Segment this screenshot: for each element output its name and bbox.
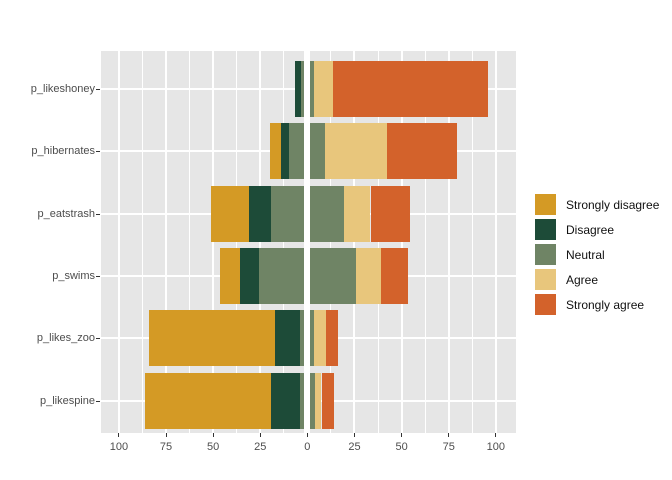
bar-segment-strongly-agree xyxy=(387,123,458,180)
legend-item: Neutral xyxy=(535,244,659,265)
x-axis-tick xyxy=(401,433,403,437)
zero-divider xyxy=(304,51,311,433)
x-axis-tick xyxy=(165,433,167,437)
major-gridline xyxy=(353,51,356,433)
legend-item-label: Neutral xyxy=(566,247,605,262)
x-axis-tick xyxy=(306,433,308,437)
legend-item-label: Agree xyxy=(566,272,599,287)
legend-key-swatch xyxy=(535,294,556,315)
minor-gridline xyxy=(424,51,426,433)
legend-item: Strongly disagree xyxy=(535,194,659,215)
y-axis-tick xyxy=(96,89,100,90)
y-axis-tick xyxy=(96,275,100,277)
bar-segment-strongly-disagree xyxy=(219,247,240,304)
x-axis-tick xyxy=(448,433,450,437)
y-axis-category-label: p_hibernates xyxy=(31,145,95,158)
y-axis-category-label: p_likeshoney xyxy=(30,83,95,95)
major-gridline xyxy=(117,51,120,433)
x-axis-tick xyxy=(118,433,120,437)
x-axis-tick-label: 75 xyxy=(442,441,455,453)
y-axis-category-label: p_swims xyxy=(52,269,95,282)
bar-segment-agree xyxy=(313,61,334,117)
bar-segment-strongly-disagree xyxy=(211,185,250,242)
legend-key-swatch xyxy=(535,219,556,240)
legend-item: Agree xyxy=(535,269,659,290)
legend-item-label: Strongly agree xyxy=(566,297,645,312)
bar-segment-agree xyxy=(325,123,388,180)
bar-segment-strongly-disagree xyxy=(144,372,272,429)
bar-segment-disagree xyxy=(239,247,259,304)
x-axis-tick xyxy=(212,433,214,437)
bar-segment-agree xyxy=(355,247,381,304)
y-axis-category-label: p_eatstrash xyxy=(37,207,95,220)
legend-item: Disagree xyxy=(535,219,659,240)
bar-segment-strongly-agree xyxy=(333,61,488,117)
major-gridline xyxy=(259,51,262,433)
x-axis-tick-label: 0 xyxy=(304,441,311,453)
major-gridline xyxy=(212,51,215,433)
y-axis-category-label: p_likes_zoo xyxy=(36,332,95,345)
minor-gridline xyxy=(141,51,143,433)
bar-segment-strongly-agree xyxy=(325,310,338,367)
x-axis-tick-label: 25 xyxy=(348,441,361,453)
minor-gridline xyxy=(330,51,332,433)
legend-item: Strongly agree xyxy=(535,294,659,315)
x-axis-tick-label: 50 xyxy=(207,441,220,453)
major-gridline xyxy=(400,51,403,433)
minor-gridline xyxy=(377,51,379,433)
legend-key-swatch xyxy=(535,244,556,265)
y-axis-category-label: p_likespine xyxy=(39,394,95,407)
legend-key-swatch xyxy=(535,194,556,215)
legend: Strongly disagree Disagree Neutral Agree Str… xyxy=(535,194,659,319)
bar-segment-strongly-disagree xyxy=(149,310,276,367)
x-axis-tick-label: 25 xyxy=(254,441,267,453)
bar-segment-strongly-disagree xyxy=(269,123,282,180)
x-axis-tick-label: 75 xyxy=(159,441,173,453)
minor-gridline xyxy=(471,51,473,433)
bar-segment-strongly-agree xyxy=(321,372,334,429)
bar-segment-agree xyxy=(343,185,371,242)
x-axis-tick-label: 50 xyxy=(395,441,408,453)
bar-segment-agree xyxy=(314,310,326,367)
minor-gridline xyxy=(283,51,285,433)
bar-segment-agree xyxy=(314,372,322,429)
y-axis-tick xyxy=(96,151,100,153)
x-axis-tick xyxy=(353,433,355,437)
y-axis-tick xyxy=(96,400,100,402)
x-axis-tick xyxy=(259,433,261,437)
minor-gridline xyxy=(189,51,191,433)
bar-segment-disagree xyxy=(275,310,301,367)
x-axis-tick-label: 100 xyxy=(109,441,129,453)
major-gridline xyxy=(447,51,450,433)
bar-segment-disagree xyxy=(271,372,301,429)
y-axis-tick xyxy=(96,213,100,215)
bar-segment-disagree xyxy=(249,185,271,242)
bar-segment-strongly-agree xyxy=(380,247,409,304)
legend-item-label: Strongly disagree xyxy=(566,197,660,212)
major-gridline xyxy=(165,51,168,433)
legend-key-swatch xyxy=(535,269,556,290)
legend-item-label: Disagree xyxy=(566,222,615,237)
major-gridline xyxy=(494,51,497,433)
minor-gridline xyxy=(236,51,238,433)
bar-segment-disagree xyxy=(295,61,302,117)
bar-segment-disagree xyxy=(281,123,290,180)
x-axis-tick xyxy=(495,433,497,437)
y-axis-tick xyxy=(96,338,100,340)
bar-segment-strongly-agree xyxy=(370,185,411,242)
x-axis-tick-label: 100 xyxy=(486,441,506,453)
